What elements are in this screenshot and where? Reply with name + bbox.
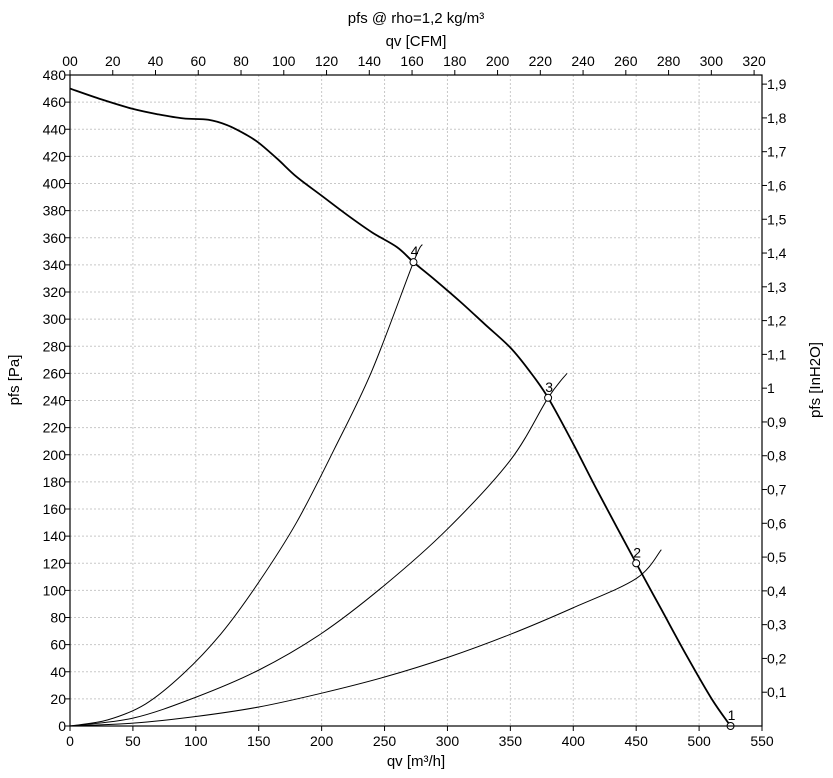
y-tick-label: 400 <box>43 176 67 192</box>
y-tick-label: 320 <box>43 284 67 300</box>
x2-tick-label: 120 <box>315 53 339 69</box>
operating-point-label: 2 <box>633 544 641 560</box>
y2-tick-label: 0,7 <box>767 482 787 498</box>
y-tick-label: 260 <box>43 365 67 381</box>
grid-lines <box>69 74 763 727</box>
x2-tick-label: 300 <box>700 53 724 69</box>
y-tick-label: 200 <box>43 447 67 463</box>
y-tick-label: 120 <box>43 555 67 571</box>
x-tick-label: 350 <box>499 733 523 749</box>
y2-tick-label: 0,6 <box>767 515 787 531</box>
y2-tick-label: 1,7 <box>767 144 787 160</box>
x-tick-label: 450 <box>625 733 649 749</box>
x2-tick-label: 260 <box>614 53 638 69</box>
y2-tick-label: 1,5 <box>767 211 787 227</box>
bottom-axis-label: qv [m³/h] <box>387 753 445 770</box>
x2-tick-label: 280 <box>657 53 681 69</box>
x2-tick-label: 220 <box>529 53 553 69</box>
y-tick-label: 480 <box>43 67 67 83</box>
y-tick-label: 440 <box>43 121 67 137</box>
operating-point-marker <box>409 258 418 267</box>
y2-tick-label: 0,8 <box>767 448 787 464</box>
x2-tick-label: 240 <box>571 53 595 69</box>
x2-tick-label: 60 <box>190 53 206 69</box>
x-tick-label: 250 <box>373 733 397 749</box>
y2-tick-label: 1,8 <box>767 110 787 126</box>
chart-title: pfs @ rho=1,2 kg/m³ <box>348 10 485 27</box>
x2-tick-label: 160 <box>400 53 424 69</box>
x2-tick-label: 140 <box>358 53 382 69</box>
y-tick-label: 300 <box>43 311 67 327</box>
y-tick-label: 460 <box>43 94 67 110</box>
x-tick-label: 200 <box>310 733 334 749</box>
y-tick-label: 280 <box>43 338 67 354</box>
y2-tick-label: 1,1 <box>767 346 787 362</box>
x-tick-label: 400 <box>562 733 586 749</box>
y-tick-label: 160 <box>43 501 67 517</box>
y-tick-label: 340 <box>43 257 67 273</box>
y-tick-label: 60 <box>50 637 66 653</box>
operating-point-label: 3 <box>545 379 553 395</box>
x2-tick-label: 100 <box>272 53 296 69</box>
operating-point-marker <box>632 559 641 568</box>
system-curve-line-2 <box>69 373 568 727</box>
right-axis-label: pfs [InH2O] <box>807 342 824 418</box>
y-tick-label: 240 <box>43 393 67 409</box>
x2-tick-label: 00 <box>62 53 78 69</box>
y-tick-label: 100 <box>43 582 67 598</box>
curves <box>69 87 732 727</box>
y2-tick-label: 1,6 <box>767 177 787 193</box>
y-tick-label: 20 <box>50 691 66 707</box>
y2-tick-label: 1,4 <box>767 245 787 261</box>
x-tick-label: 300 <box>436 733 460 749</box>
y-tick-label: 420 <box>43 148 67 164</box>
x-tick-label: 500 <box>687 733 711 749</box>
y2-tick-label: 0,9 <box>767 414 787 430</box>
y-tick-label: 140 <box>43 528 67 544</box>
y2-tick-label: 0,1 <box>767 684 787 700</box>
x2-tick-label: 180 <box>443 53 467 69</box>
x-tick-label: 50 <box>125 733 141 749</box>
x2-tick-label: 320 <box>742 53 766 69</box>
y2-tick-label: 0,5 <box>767 549 787 565</box>
x2-tick-label: 40 <box>148 53 164 69</box>
system-curve-line-3 <box>69 244 423 727</box>
y2-tick-label: 1,9 <box>767 76 787 92</box>
y-tick-label: 360 <box>43 230 67 246</box>
operating-point-label: 4 <box>411 243 419 259</box>
y2-tick-label: 1 <box>767 380 775 396</box>
fan-curve-line <box>69 87 732 727</box>
y-tick-label: 0 <box>58 718 66 734</box>
x-tick-label: 550 <box>750 733 774 749</box>
operating-points: 1 2 3 4 <box>409 243 736 730</box>
y-tick-label: 40 <box>50 664 66 680</box>
top-axis-label: qv [CFM] <box>386 33 447 50</box>
operating-point-label: 1 <box>728 707 736 723</box>
y2-tick-label: 1,3 <box>767 279 787 295</box>
y2-tick-label: 0,2 <box>767 650 787 666</box>
x2-tick-label: 200 <box>486 53 510 69</box>
x2-tick-label: 80 <box>233 53 249 69</box>
operating-point-marker <box>544 393 553 402</box>
y2-tick-label: 1,2 <box>767 313 787 329</box>
x-tick-label: 0 <box>66 733 74 749</box>
y-tick-label: 80 <box>50 610 66 626</box>
y-tick-label: 180 <box>43 474 67 490</box>
y2-tick-label: 0,3 <box>767 617 787 633</box>
x-tick-label: 150 <box>247 733 271 749</box>
x2-tick-label: 20 <box>105 53 121 69</box>
y-tick-label: 380 <box>43 203 67 219</box>
y-tick-label: 220 <box>43 420 67 436</box>
system-curve-line-1 <box>69 549 662 727</box>
x-tick-label: 100 <box>184 733 208 749</box>
left-axis-label: pfs [Pa] <box>6 355 23 406</box>
y2-tick-label: 0,4 <box>767 583 787 599</box>
